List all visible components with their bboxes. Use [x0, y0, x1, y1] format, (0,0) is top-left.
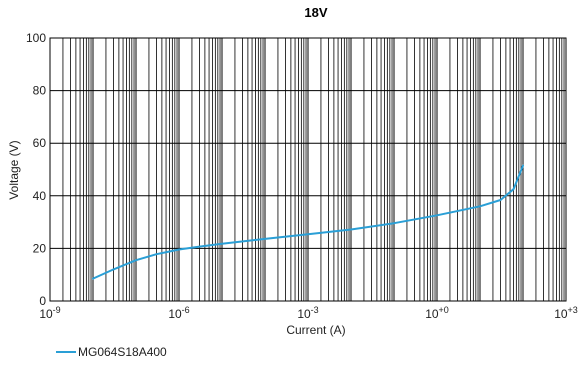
y-tick-label: 80: [33, 84, 47, 98]
legend-label: MG064S18A400: [78, 345, 167, 359]
y-tick-label: 60: [33, 136, 47, 150]
grid: [49, 37, 566, 302]
x-tick-label: 10-9: [39, 305, 60, 321]
x-tick-label: 10-6: [168, 305, 189, 321]
x-tick-exponent: -3: [311, 305, 319, 315]
x-tick-label: 10+0: [425, 305, 449, 321]
x-tick-labels: 10-9 10-6 10-3 10+0 10+3: [39, 305, 578, 321]
x-tick-label: 10-3: [297, 305, 318, 321]
x-tick-base: 10: [425, 307, 439, 321]
x-tick-base: 10: [168, 307, 182, 321]
y-tick-labels: 0 20 40 60 80 100: [26, 31, 46, 308]
x-tick-base: 10: [554, 307, 568, 321]
x-axis-label: Current (A): [286, 323, 345, 337]
x-tick-base: 10: [39, 307, 53, 321]
plot-frame: [49, 37, 567, 302]
x-tick-base: 10: [297, 307, 311, 321]
series-group: [92, 164, 524, 280]
y-tick-label: 40: [33, 189, 47, 203]
x-tick-label: 10+3: [554, 305, 578, 321]
legend-swatch: [56, 351, 76, 353]
x-tick-exponent: +3: [568, 305, 578, 315]
y-tick-label: 20: [33, 241, 47, 255]
x-tick-exponent: -6: [182, 305, 190, 315]
x-tick-exponent: -9: [53, 305, 61, 315]
y-tick-label: 100: [26, 31, 46, 45]
series-line: [92, 164, 524, 280]
legend: MG064S18A400: [56, 344, 167, 360]
y-tick-label: 0: [39, 294, 46, 308]
y-axis-label: Voltage (V): [7, 140, 21, 199]
x-tick-exponent: +0: [439, 305, 449, 315]
chart-title: 18V: [304, 5, 327, 20]
